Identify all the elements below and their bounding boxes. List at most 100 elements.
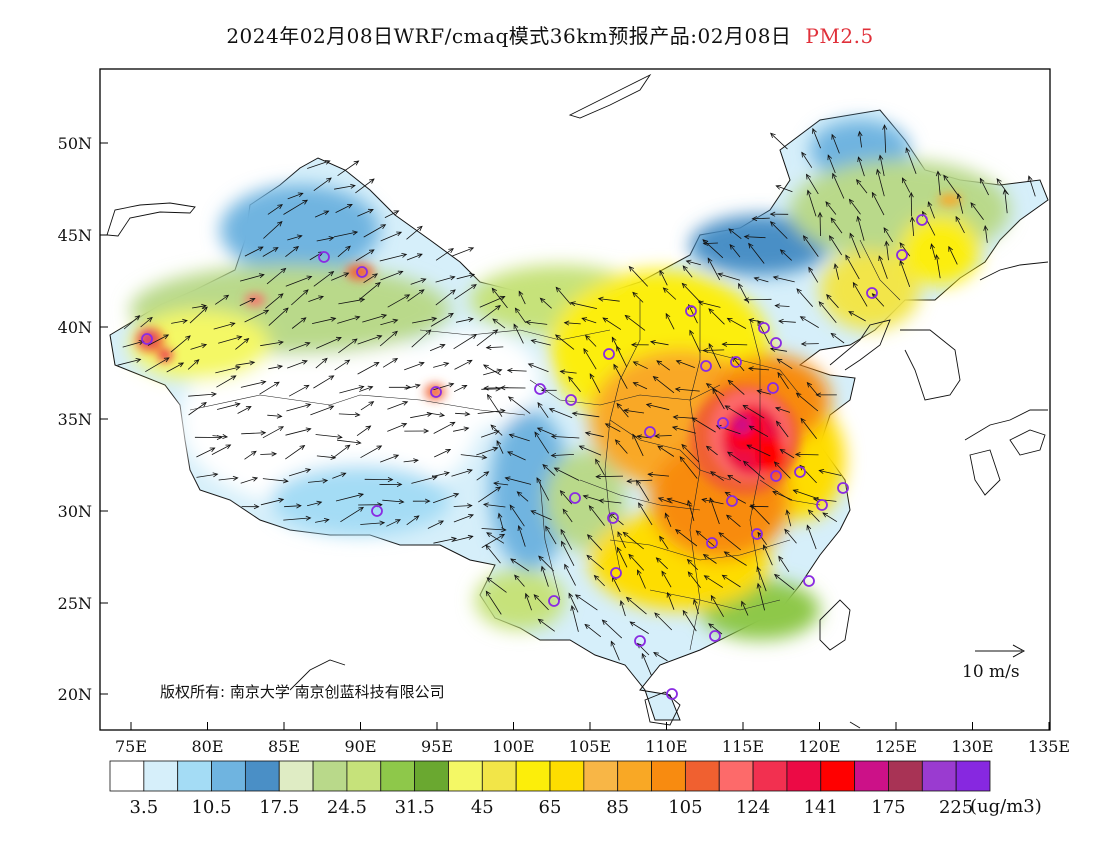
wind-arrow-head: [467, 534, 474, 540]
wind-arrow: [217, 403, 240, 410]
wind-arrow: [979, 178, 989, 196]
wind-arrow-head: [659, 535, 665, 542]
wind-arrow: [689, 330, 701, 353]
wind-arrow: [776, 185, 793, 193]
colorbar-swatch: [244, 760, 280, 792]
wind-arrow: [575, 594, 598, 611]
wind-arrow-head: [138, 340, 145, 345]
wind-arrow: [508, 396, 531, 414]
wind-arrow-head: [656, 360, 663, 366]
wind-arrow: [849, 233, 861, 259]
wind-arrow-head: [756, 389, 763, 395]
wind-arrow: [262, 426, 284, 439]
wind-arrow: [899, 242, 911, 257]
colorbar-swatch: [278, 760, 314, 792]
wind-arrow-head: [499, 408, 506, 414]
wind-arrow: [636, 480, 650, 502]
wind-arrow-head: [674, 386, 681, 392]
wind-arrow-head: [497, 512, 503, 519]
wind-arrow: [676, 360, 695, 368]
wind-arrow: [307, 160, 330, 169]
wind-arrow-head: [485, 544, 491, 550]
wind-arrow-head: [593, 574, 600, 581]
wind-arrow-head: [299, 444, 306, 451]
wind-arrow: [244, 246, 264, 257]
wind-arrow-head: [413, 458, 419, 464]
wind-arrow: [384, 210, 399, 218]
wind-arrow-head: [450, 289, 456, 295]
wind-arrow: [453, 385, 467, 393]
wind-arrow: [355, 249, 375, 262]
station-marker: [896, 249, 908, 261]
wind-arrow-head: [773, 573, 780, 580]
wind-arrow: [536, 477, 550, 501]
lat-tick-label: 45N: [58, 226, 92, 245]
wind-arrow-head: [358, 385, 365, 391]
wind-arrow-head: [849, 232, 855, 239]
lat-tick-label: 30N: [58, 502, 92, 521]
wind-arrow-head: [701, 497, 708, 503]
wind-arrow-head: [495, 486, 502, 492]
wind-arrow: [571, 605, 579, 632]
wind-arrow: [702, 239, 724, 259]
wind-arrow: [599, 500, 622, 504]
wind-arrow-head: [223, 294, 230, 300]
wind-arrow: [382, 358, 398, 368]
wind-arrow-head: [539, 297, 546, 303]
wind-arrow-head: [368, 249, 375, 255]
wind-arrow: [485, 591, 502, 615]
station-marker: [767, 382, 779, 394]
wind-arrow-head: [524, 592, 530, 599]
wind-arrow-head: [249, 298, 256, 303]
wind-arrow-head: [507, 396, 514, 402]
wind-arrow-head: [756, 582, 762, 589]
wind-arrow: [654, 612, 673, 631]
wind-arrow-head: [509, 504, 515, 511]
wind-arrow: [331, 272, 349, 281]
wind-arrow: [493, 482, 509, 486]
wind-arrow: [525, 321, 548, 325]
wind-arrow: [682, 283, 702, 303]
wind-arrow: [540, 297, 552, 309]
wind-arrow: [314, 210, 329, 218]
wind-arrow-head: [328, 236, 335, 242]
wind-arrow-head: [516, 491, 523, 497]
wind-arrow-head: [689, 329, 694, 336]
wind-arrow: [379, 254, 407, 262]
wind-arrow: [749, 425, 769, 438]
wind-arrow-head: [353, 160, 360, 166]
wind-arrow: [812, 128, 821, 149]
wind-arrow: [356, 425, 371, 437]
wind-arrow: [310, 405, 334, 416]
wind-arrow-head: [322, 478, 329, 484]
wind-arrow: [778, 556, 790, 573]
wind-scale-label: 10 m/s: [962, 662, 1020, 682]
wind-arrow-head: [202, 306, 208, 312]
wind-arrow: [687, 559, 698, 571]
wind-arrow-head: [613, 363, 619, 370]
wind-arrow-head: [666, 591, 672, 598]
wind-arrow: [948, 246, 958, 265]
wind-arrow: [451, 469, 473, 477]
wind-arrow-head: [328, 375, 335, 381]
wind-arrow-head: [655, 557, 662, 563]
wind-arrow: [675, 529, 698, 547]
colorbar-swatch: [414, 760, 449, 792]
wind-arrow: [491, 288, 508, 309]
wind-arrow: [507, 369, 527, 372]
wind-arrow-head: [272, 247, 279, 252]
lon-tick-label: 110E: [645, 737, 687, 756]
wind-arrow-head: [328, 405, 335, 411]
wind-arrow-head: [163, 334, 170, 340]
wind-arrow-head: [499, 385, 506, 391]
wind-arrow-head: [466, 359, 473, 365]
wind-arrow: [380, 231, 402, 242]
wind-arrow-head: [518, 290, 524, 297]
wind-arrow: [542, 464, 556, 476]
wind-arrow-head: [438, 520, 445, 526]
wind-arrow-head: [721, 341, 728, 347]
colorbar-label: 24.5: [327, 797, 367, 818]
wind-arrow: [706, 445, 718, 456]
coastlines: [106, 73, 1049, 729]
wind-arrow: [549, 408, 573, 419]
